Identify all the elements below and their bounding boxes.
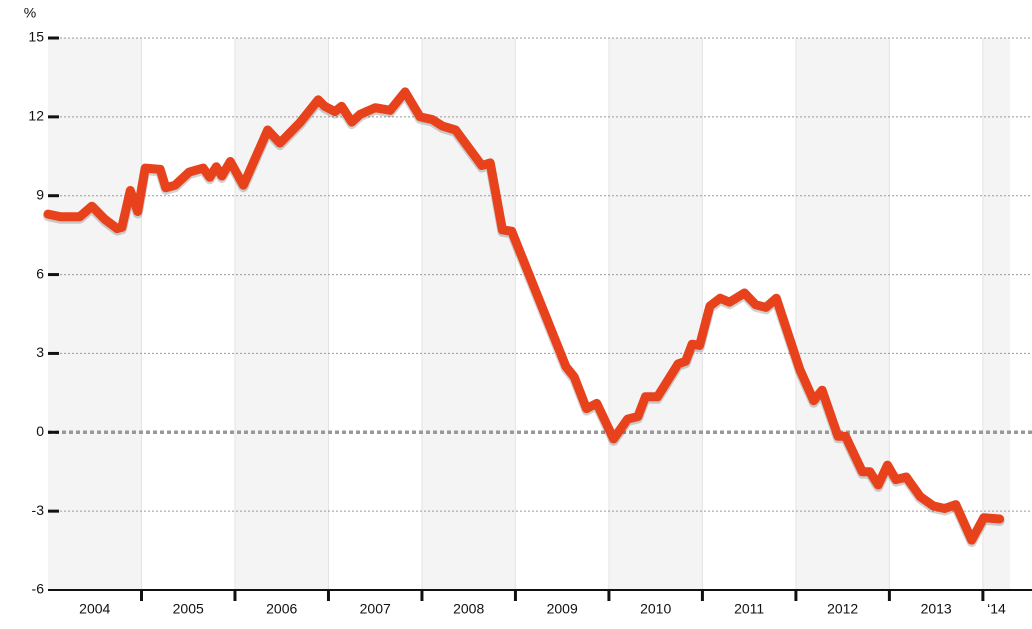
x-tick-label: 2005 xyxy=(173,601,204,617)
y-axis-unit: % xyxy=(24,5,36,21)
y-tick-label: 6 xyxy=(36,265,44,281)
x-tick-label: ‘14 xyxy=(987,601,1006,617)
grid xyxy=(48,37,1032,512)
year-band xyxy=(795,38,890,590)
plot xyxy=(43,87,1005,548)
y-tick-label: 0 xyxy=(36,423,44,439)
year-bands xyxy=(48,38,1010,590)
x-tick-label: 2011 xyxy=(734,601,764,617)
year-band xyxy=(48,38,142,590)
axes: 2004 2005 2006 2007 2008 2009 2010 2011 2012 2013… xyxy=(28,29,1032,617)
year-band xyxy=(421,38,516,590)
x-tick-label: 2010 xyxy=(640,601,671,617)
year-band xyxy=(608,38,703,590)
x-tick-label: 2013 xyxy=(921,601,952,617)
x-tick-label: 2009 xyxy=(547,601,578,617)
data-line xyxy=(43,87,1005,545)
x-tick-label: 2007 xyxy=(360,601,391,617)
year-band xyxy=(982,38,1010,590)
x-tick-label: 2004 xyxy=(79,601,110,617)
y-tick-label: -3 xyxy=(32,502,45,518)
x-tick-label: 2006 xyxy=(266,601,297,617)
y-tick-label: 12 xyxy=(28,108,44,124)
y-tick-label: 3 xyxy=(36,344,44,360)
year-band xyxy=(234,38,329,590)
x-tick-label: 2012 xyxy=(827,601,858,617)
y-tick-label: 9 xyxy=(36,186,44,202)
y-tick-label: -6 xyxy=(32,581,45,597)
y-tick-label: 15 xyxy=(28,29,44,45)
x-tick-label: 2008 xyxy=(453,601,484,617)
